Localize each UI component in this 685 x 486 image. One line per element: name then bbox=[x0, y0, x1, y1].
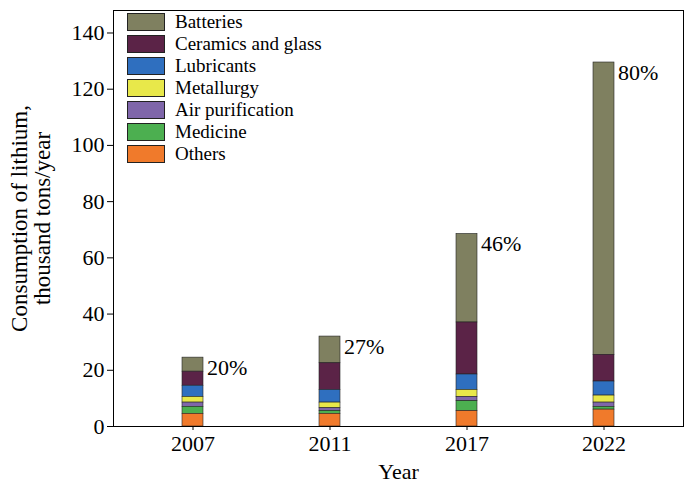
html-text:Batteries: Batteries bbox=[175, 11, 243, 32]
html-text:Air purification: Air purification bbox=[175, 99, 294, 120]
svg-text:80%: 80% bbox=[618, 60, 658, 85]
svg-text:100: 100 bbox=[72, 132, 105, 157]
svg-text:2017: 2017 bbox=[445, 431, 489, 456]
svg-text:Consumption of lithium,thousan: Consumption of lithium,thousand tons/yea… bbox=[7, 105, 55, 332]
svg-text:27%: 27% bbox=[344, 334, 384, 359]
svg-text:2007: 2007 bbox=[171, 431, 215, 456]
svg-text:120: 120 bbox=[72, 76, 105, 101]
html-text:Lubricants: Lubricants bbox=[175, 55, 257, 76]
html-text:Others: Others bbox=[175, 143, 226, 164]
svg-text:2022: 2022 bbox=[582, 431, 626, 456]
svg-text:Year: Year bbox=[378, 459, 419, 484]
html-text:Ceramics and glass: Ceramics and glass bbox=[175, 33, 322, 54]
svg-text:60: 60 bbox=[83, 245, 105, 270]
svg-text:40: 40 bbox=[83, 301, 105, 326]
svg-text:140: 140 bbox=[72, 20, 105, 45]
svg-text:0: 0 bbox=[94, 414, 105, 439]
svg-text:46%: 46% bbox=[481, 231, 521, 256]
svg-text:80: 80 bbox=[83, 189, 105, 214]
html-text:Metallurgy: Metallurgy bbox=[175, 77, 260, 98]
html-text:Medicine: Medicine bbox=[175, 121, 247, 142]
svg-text:20: 20 bbox=[83, 357, 105, 382]
svg-text:2011: 2011 bbox=[308, 431, 351, 456]
svg-text:20%: 20% bbox=[207, 355, 247, 380]
